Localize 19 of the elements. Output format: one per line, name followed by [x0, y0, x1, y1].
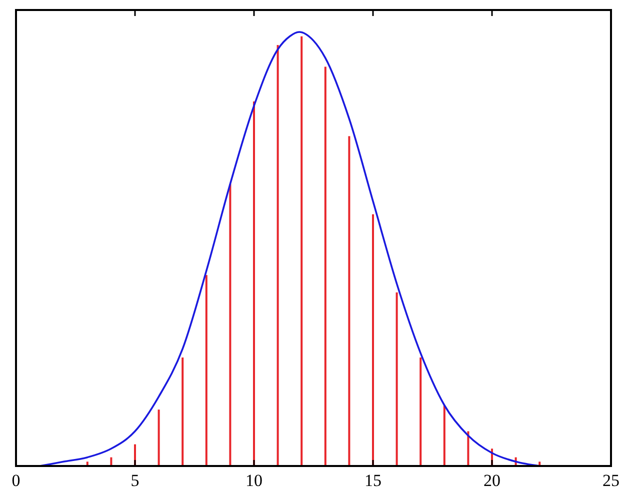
x-tick-label: 25 — [602, 471, 620, 490]
bar — [420, 358, 422, 466]
x-tick-label: 5 — [130, 471, 140, 490]
bar — [372, 214, 374, 466]
bar — [253, 101, 255, 466]
bar — [443, 405, 446, 466]
bar — [182, 358, 184, 466]
bar — [324, 66, 326, 466]
x-tick-label: 20 — [484, 471, 500, 490]
bar — [348, 136, 350, 466]
x-tick-label: 10 — [246, 471, 262, 490]
x-tick-label: 15 — [364, 471, 382, 490]
bar — [396, 292, 398, 466]
bar — [300, 36, 303, 466]
bar — [229, 184, 232, 466]
bar — [158, 410, 160, 466]
bar — [205, 275, 208, 466]
x-tick-label: 0 — [12, 471, 20, 490]
bar — [276, 45, 279, 466]
